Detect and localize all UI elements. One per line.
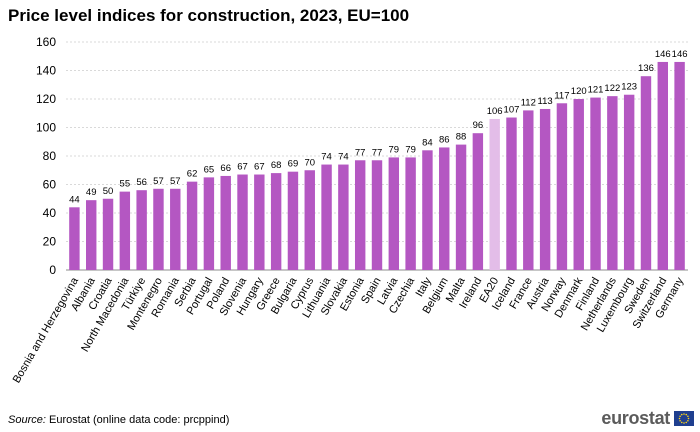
data-label: 112 bbox=[521, 97, 536, 108]
x-tick-label: Bosnia and Herzegovina bbox=[11, 275, 82, 386]
data-label: 74 bbox=[321, 152, 332, 163]
source-note: Source: Eurostat (online data code: prcp… bbox=[8, 414, 229, 426]
bar-bulgaria bbox=[287, 171, 299, 270]
data-label: 88 bbox=[456, 132, 467, 143]
bar-norway bbox=[556, 103, 568, 271]
bar-switzerland bbox=[657, 61, 668, 271]
data-label: 67 bbox=[254, 162, 265, 173]
bar-finland bbox=[590, 97, 601, 270]
data-label: 56 bbox=[136, 177, 147, 188]
data-label: 79 bbox=[405, 144, 416, 155]
data-label: 55 bbox=[120, 179, 131, 190]
bar-austria bbox=[539, 108, 551, 270]
data-label: 146 bbox=[655, 49, 671, 60]
bar-türkiye bbox=[136, 190, 147, 270]
logo-text: eurostat bbox=[601, 408, 670, 428]
data-label: 106 bbox=[487, 106, 503, 117]
data-label: 146 bbox=[672, 49, 688, 60]
y-tick-label: 120 bbox=[36, 92, 56, 106]
bar-lithuania bbox=[321, 164, 332, 270]
data-label: 113 bbox=[538, 96, 553, 107]
source-label: Source: bbox=[8, 414, 46, 426]
data-label: 70 bbox=[304, 157, 315, 168]
bar-iceland bbox=[506, 117, 517, 271]
bar-slovenia bbox=[237, 174, 248, 270]
bar-sweden bbox=[640, 76, 652, 270]
y-axis-ticks: 0 20 40 60 80 100 120 140 160 bbox=[36, 35, 56, 277]
data-label: 44 bbox=[69, 194, 80, 205]
bars bbox=[69, 61, 685, 271]
eurostat-logo: eurostat bbox=[601, 408, 694, 429]
y-tick-label: 80 bbox=[43, 149, 57, 163]
x-axis-ticks: Bosnia and HerzegovinaAlbaniaCroatiaNort… bbox=[11, 275, 687, 386]
bar-romania bbox=[170, 188, 181, 270]
bar-hungary bbox=[254, 174, 265, 270]
data-label: 86 bbox=[439, 134, 450, 145]
bar-slovakia bbox=[338, 164, 349, 270]
bar-greece bbox=[270, 173, 282, 270]
bar-germany bbox=[674, 61, 685, 271]
bar-poland bbox=[220, 175, 231, 270]
bar-czechia bbox=[405, 157, 416, 270]
bar-denmark bbox=[573, 99, 584, 270]
data-label: 57 bbox=[170, 176, 181, 187]
data-label: 77 bbox=[372, 147, 383, 158]
bar-portugal bbox=[203, 177, 215, 270]
bar-malta bbox=[455, 144, 467, 270]
bar-cyprus bbox=[304, 170, 315, 270]
bar-france bbox=[523, 110, 534, 271]
y-tick-label: 100 bbox=[36, 121, 56, 135]
data-label: 120 bbox=[571, 86, 587, 97]
source-text: Eurostat (online data code: prcppind) bbox=[48, 414, 230, 426]
bar-montenegro bbox=[153, 188, 164, 270]
data-label: 107 bbox=[504, 105, 520, 116]
bar-belgium bbox=[439, 147, 450, 270]
y-tick-label: 20 bbox=[43, 235, 57, 249]
data-label: 74 bbox=[338, 152, 349, 163]
data-label: 123 bbox=[621, 82, 637, 93]
bar-luxembourg bbox=[623, 94, 635, 270]
data-label: 121 bbox=[588, 85, 604, 96]
bar-netherlands bbox=[607, 96, 618, 271]
data-label: 96 bbox=[473, 120, 484, 131]
data-label: 136 bbox=[638, 63, 654, 74]
data-label: 50 bbox=[103, 186, 114, 197]
data-labels: 44 49 50 55 56 57 57 62 65 66 67 67 68 69 70 74 74 77 77 79… bbox=[69, 49, 687, 205]
bar-italy bbox=[422, 150, 433, 270]
bar-latvia bbox=[388, 157, 400, 270]
bar-ireland bbox=[472, 133, 484, 270]
bar-north-macedonia bbox=[119, 191, 131, 270]
y-tick-label: 160 bbox=[36, 35, 56, 49]
bar-croatia bbox=[102, 198, 114, 270]
data-label: 65 bbox=[204, 164, 215, 175]
data-label: 62 bbox=[187, 169, 198, 180]
data-label: 117 bbox=[554, 90, 569, 101]
y-tick-label: 140 bbox=[36, 64, 56, 78]
data-label: 68 bbox=[271, 160, 282, 171]
bar-albania bbox=[86, 200, 97, 270]
bar-serbia bbox=[186, 181, 198, 270]
data-label: 77 bbox=[355, 147, 366, 158]
eu-flag-icon bbox=[674, 411, 694, 426]
bar-bosnia-and-herzegovina bbox=[69, 207, 80, 270]
data-label: 69 bbox=[288, 159, 299, 170]
y-tick-label: 0 bbox=[49, 263, 56, 277]
chart-title: Price level indices for construction, 20… bbox=[8, 6, 410, 25]
data-label: 122 bbox=[604, 83, 620, 94]
y-tick-label: 40 bbox=[43, 206, 57, 220]
data-label: 57 bbox=[153, 176, 164, 187]
data-label: 49 bbox=[86, 187, 97, 198]
y-tick-label: 60 bbox=[43, 178, 57, 192]
data-label: 66 bbox=[220, 163, 231, 174]
bar-ea20 bbox=[489, 118, 500, 270]
data-label: 79 bbox=[389, 144, 400, 155]
data-label: 84 bbox=[422, 137, 433, 148]
bar-chart: 0 20 40 60 80 100 120 140 160 44 49 50 55 56 57 57 62 65… bbox=[11, 35, 688, 386]
bar-spain bbox=[371, 160, 383, 270]
data-label: 67 bbox=[237, 162, 248, 173]
bar-estonia bbox=[354, 160, 366, 270]
